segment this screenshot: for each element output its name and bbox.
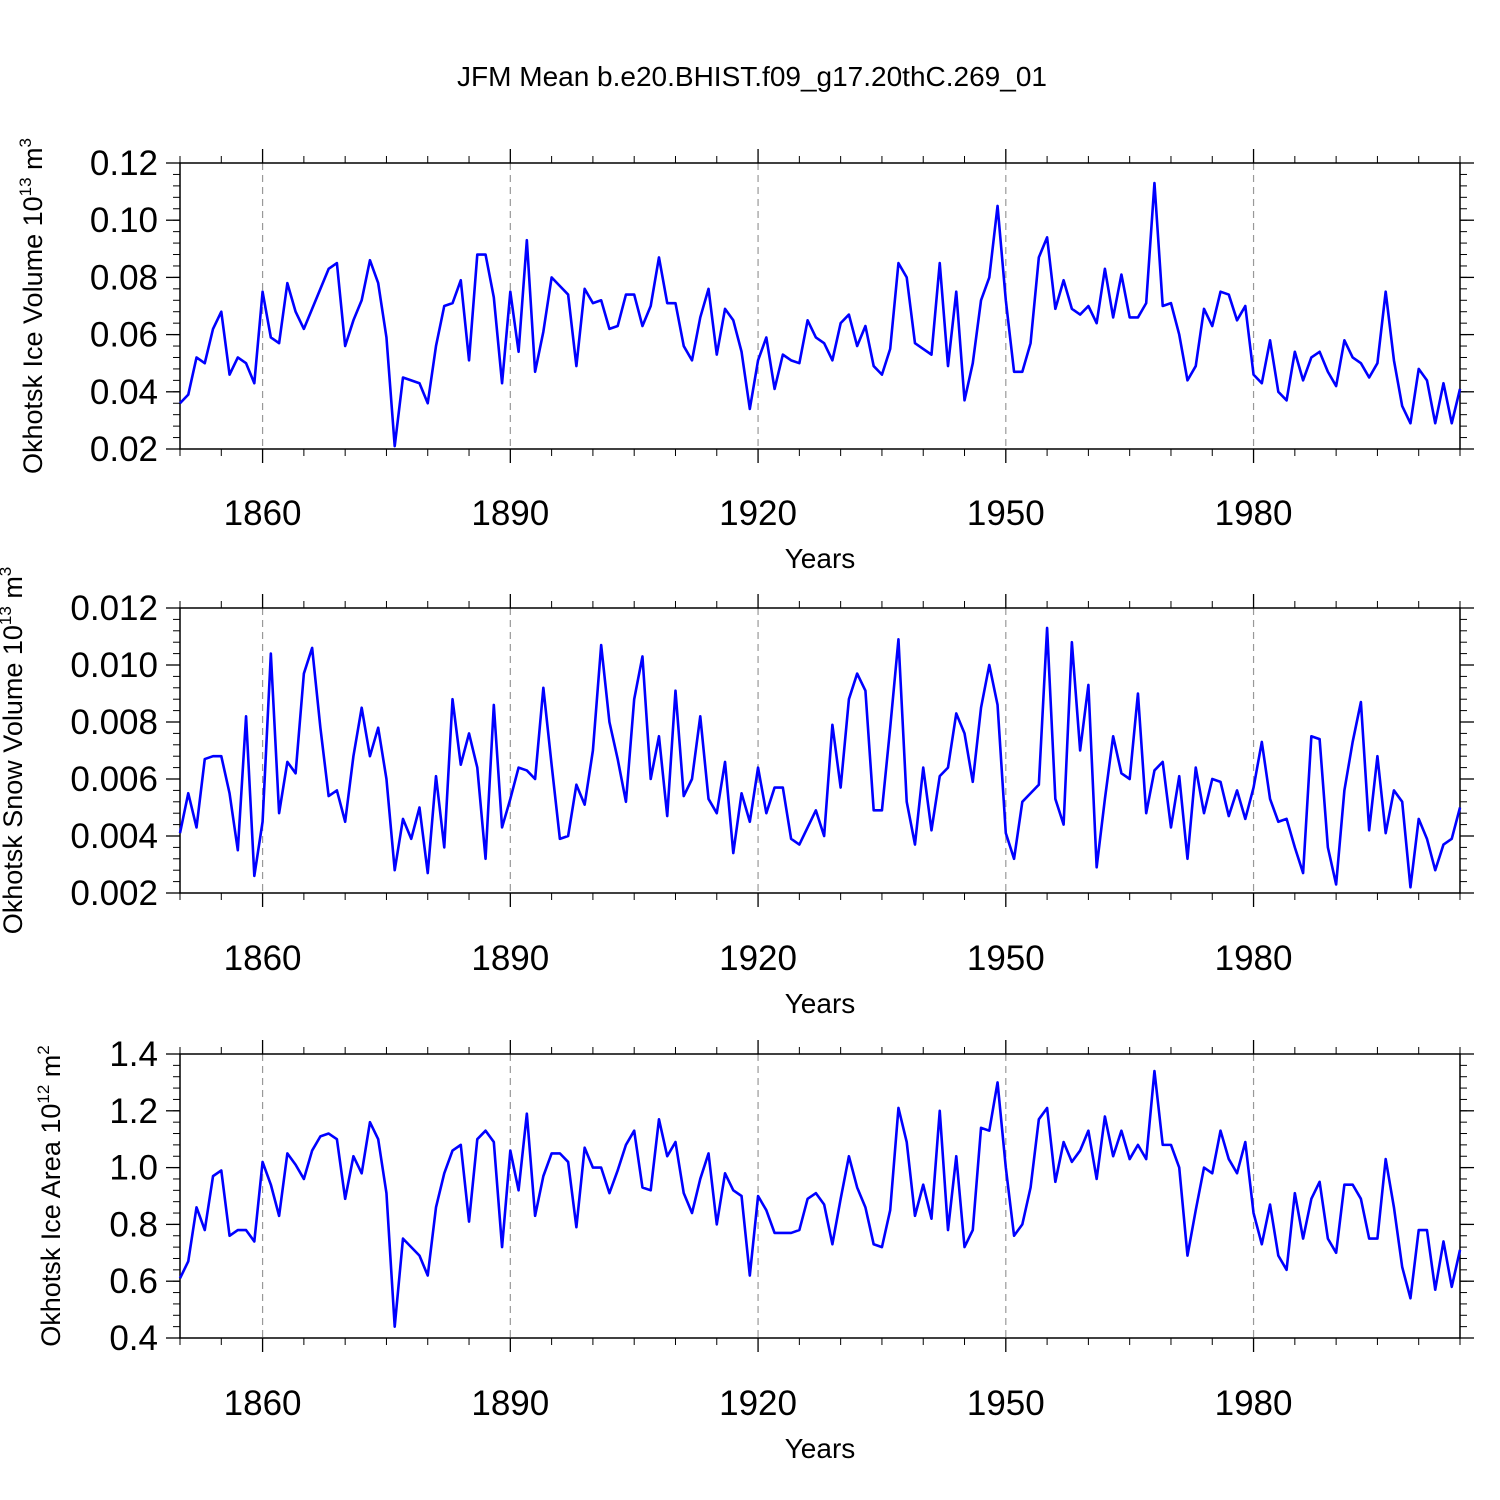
y-tick-label: 0.08	[90, 258, 158, 297]
x-tick-label: 1860	[224, 1384, 302, 1423]
x-tick-label: 1890	[471, 494, 549, 533]
y-tick-label: 0.008	[70, 703, 158, 742]
y-axis-label-exponent: 13	[0, 606, 15, 625]
y-tick-label: 0.012	[70, 589, 158, 628]
y-axis-label: Okhotsk Ice Area 1012 m2	[34, 1045, 66, 1347]
y-tick-label: 0.002	[70, 874, 158, 913]
y-tick-label: 1.0	[109, 1149, 158, 1188]
chart-title: JFM Mean b.e20.BHIST.f09_g17.20thC.269_0…	[457, 61, 1047, 92]
y-tick-label: 0.02	[90, 430, 158, 469]
x-tick-label: 1950	[967, 494, 1045, 533]
y-axis-label-unit-exponent: 2	[34, 1045, 53, 1054]
plot-frame	[179, 607, 1461, 894]
y-tick-label: 0.10	[90, 201, 158, 240]
x-axis-label: Years	[785, 1433, 856, 1464]
y-axis-label-exponent: 12	[34, 1085, 53, 1104]
y-axis-label-unit: m	[36, 1055, 66, 1085]
plot-frame	[179, 1053, 1461, 1339]
y-tick-label: 0.006	[70, 760, 158, 799]
x-tick-label: 1860	[224, 939, 302, 978]
x-tick-label: 1890	[471, 939, 549, 978]
y-tick-label: 0.4	[109, 1319, 158, 1358]
y-tick-label: 0.6	[109, 1262, 158, 1301]
x-tick-label: 1920	[719, 939, 797, 978]
y-tick-label: 0.010	[70, 646, 158, 685]
y-tick-label: 0.06	[90, 316, 158, 355]
panel-snow-volume: 0.002 0.004 0.006 0.008 0.010 0.012 1860 1890 19…	[0, 567, 1474, 1019]
y-axis-label-unit-exponent: 3	[16, 138, 35, 147]
y-axis-label-unit: m	[18, 147, 48, 177]
x-axis-label: Years	[785, 543, 856, 574]
y-axis-label-main: Okhotsk Ice Volume 10	[18, 196, 48, 474]
plot-frame	[179, 162, 1461, 450]
series-line-snow-volume	[178, 626, 1462, 889]
y-axis-label-unit: m	[0, 576, 28, 606]
x-tick-label: 1980	[1215, 939, 1293, 978]
panel-ice-area: 0.4 0.6 0.8 1.0 1.2 1.4 1860 1890 1920 1950 1980 Ye…	[34, 1035, 1474, 1464]
x-tick-label: 1950	[967, 1384, 1045, 1423]
x-tick-label: 1980	[1215, 1384, 1293, 1423]
series-line-ice-area	[178, 1069, 1462, 1328]
y-axis-label-main: Okhotsk Ice Area 10	[36, 1104, 66, 1347]
x-tick-label: 1890	[471, 1384, 549, 1423]
y-axis-label-exponent: 13	[16, 177, 35, 196]
y-tick-label: 1.2	[109, 1092, 158, 1131]
y-axis-label-main: Okhotsk Snow Volume 10	[0, 625, 28, 934]
y-tick-label: 0.12	[90, 144, 158, 183]
x-axis-label: Years	[785, 988, 856, 1019]
y-tick-label: 0.004	[70, 817, 158, 856]
series-line-ice-volume	[179, 181, 1462, 448]
y-axis-label: Okhotsk Ice Volume 1013 m3	[16, 138, 48, 474]
y-axis-label-unit-exponent: 3	[0, 567, 15, 576]
x-tick-label: 1920	[719, 494, 797, 533]
x-tick-label: 1980	[1215, 494, 1293, 533]
y-tick-label: 1.4	[109, 1035, 158, 1074]
x-tick-label: 1920	[719, 1384, 797, 1423]
y-axis-label: Okhotsk Snow Volume 1013 m3	[0, 567, 28, 935]
y-tick-label: 0.8	[109, 1205, 158, 1244]
panel-ice-volume: 0.02 0.04 0.06 0.08 0.10 0.12 1860 1890 1920 1950…	[16, 138, 1474, 574]
y-tick-label: 0.04	[90, 373, 158, 412]
x-tick-label: 1860	[224, 494, 302, 533]
x-tick-label: 1950	[967, 939, 1045, 978]
